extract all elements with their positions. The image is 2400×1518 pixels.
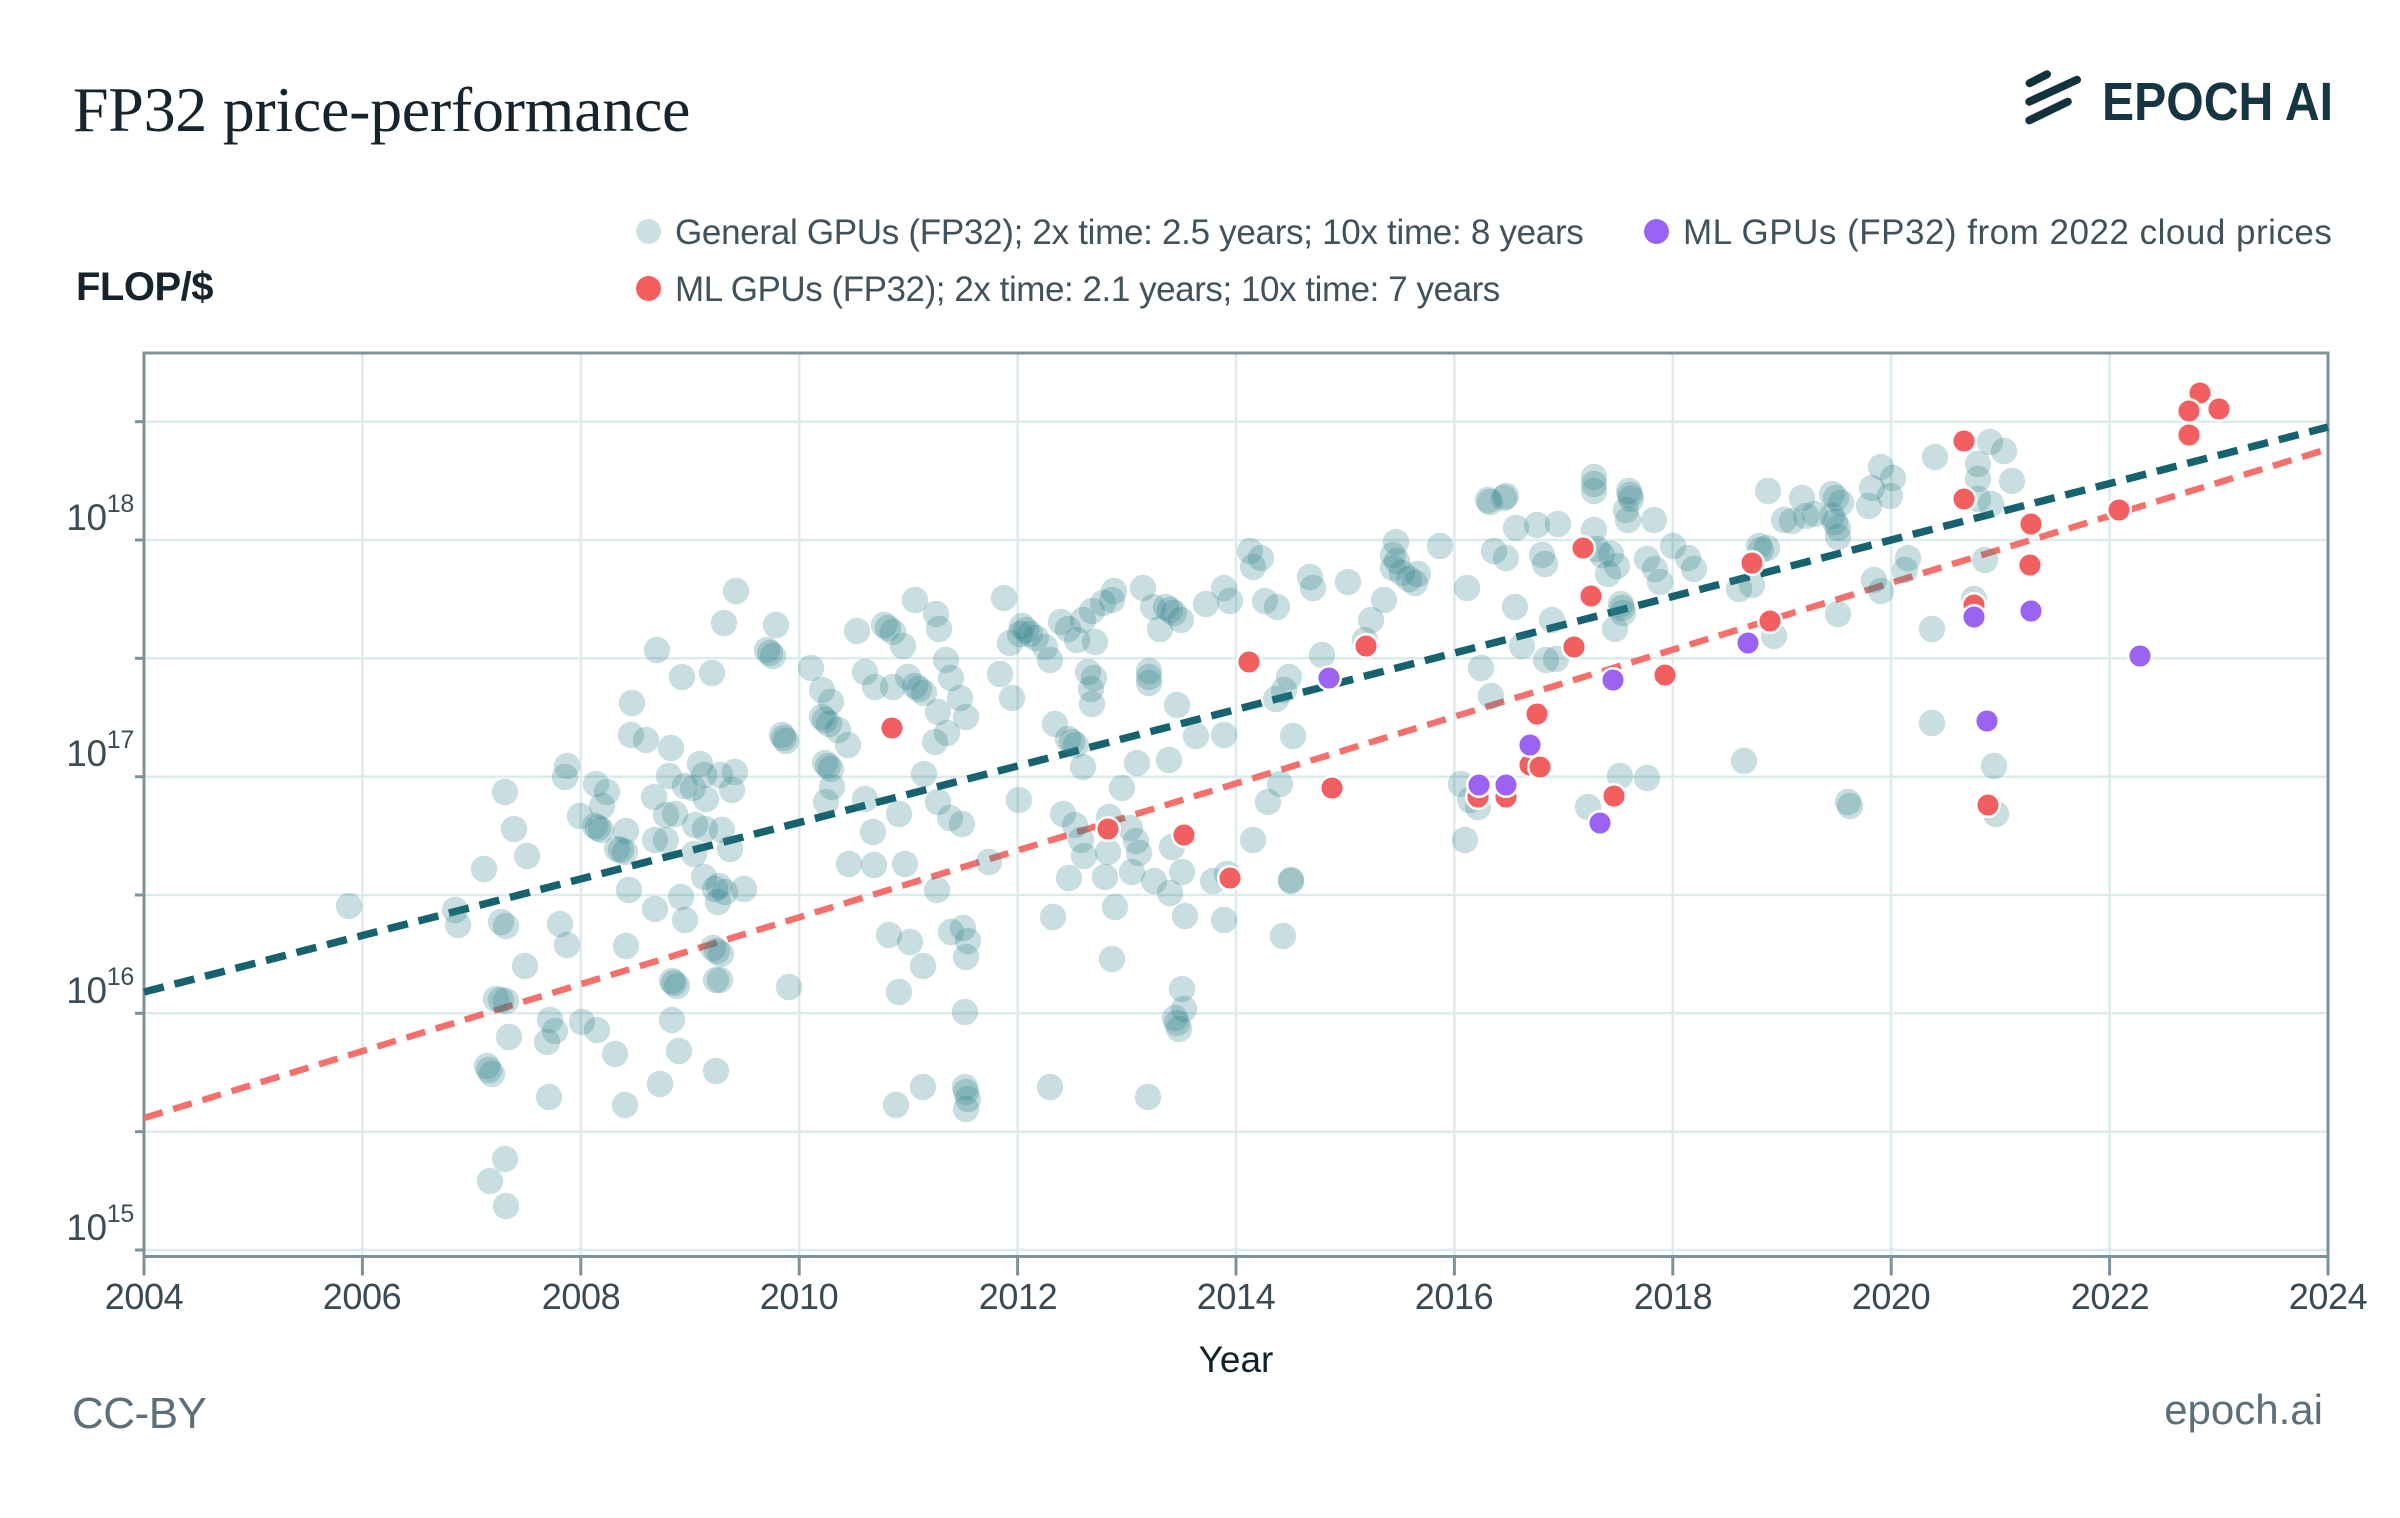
svg-text:EPOCH AI: EPOCH AI [2102, 72, 2333, 132]
